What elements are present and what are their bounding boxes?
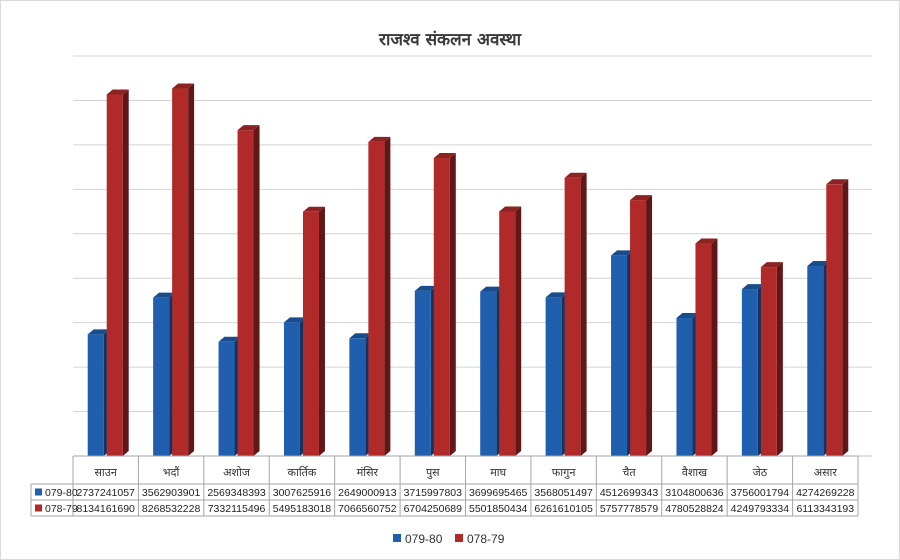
bar-series-1 — [349, 333, 372, 456]
table-value: 3699695465 — [469, 487, 528, 499]
table-value: 3104800636 — [665, 487, 724, 499]
table-value: 2649000913 — [338, 487, 397, 499]
table-value: 7332115496 — [208, 503, 266, 515]
category-label: जेठ — [753, 466, 768, 479]
table-value: 2569348393 — [207, 487, 266, 499]
legend-label: 078-79 — [467, 532, 505, 546]
bar-series-2 — [695, 238, 718, 456]
table-value: 3568051497 — [534, 487, 593, 499]
table-value: 7066560752 — [338, 503, 397, 515]
table-value: 3007625916 — [273, 487, 332, 499]
data-table: साउन भदौं अशोज कार्तिक मंसिर पुस माघ फागुन चैत वै… — [30, 455, 859, 517]
category-label: माघ — [490, 466, 506, 479]
bar-series-1 — [545, 292, 568, 456]
legend: 079-80 078-79 — [393, 532, 505, 546]
table-value: 4274269228 — [796, 487, 855, 499]
bar-series-1 — [741, 284, 764, 456]
bar-series-2 — [302, 206, 325, 456]
category-label: फागुन — [552, 466, 577, 479]
category-label: मंसिर — [357, 466, 379, 479]
bar-series-2 — [564, 172, 587, 456]
category-label: वैशाख — [682, 466, 708, 479]
table-value: 6704250689 — [404, 503, 463, 515]
category-label: भदौं — [163, 466, 180, 479]
table-legend-key — [35, 488, 42, 496]
bar-series-1 — [611, 250, 634, 456]
table-value: 3715997803 — [404, 487, 463, 499]
bar-series-2 — [630, 195, 653, 456]
bars — [87, 83, 849, 457]
legend-label: 079-80 — [405, 532, 443, 546]
category-label: कार्तिक — [288, 466, 317, 479]
bar-series-1 — [283, 317, 306, 456]
table-series-name: 078-79 — [45, 503, 78, 515]
category-label: साउन — [94, 466, 117, 479]
bar-series-2 — [237, 125, 260, 456]
bar-series-2 — [433, 153, 456, 456]
table-series-name: 079-80 — [45, 487, 78, 499]
legend-key — [455, 534, 463, 542]
bar-series-1 — [480, 286, 503, 456]
bar-series-1 — [218, 336, 241, 456]
table-value: 5501850434 — [469, 503, 528, 515]
legend-key — [393, 534, 401, 542]
table-value: 4249793334 — [731, 503, 790, 515]
bar-series-1 — [807, 261, 830, 456]
table-value: 3756001794 — [731, 487, 790, 499]
table-value: 5495183018 — [273, 503, 332, 515]
table-legend-key — [35, 504, 42, 512]
table-value: 5757778579 — [600, 503, 659, 515]
bar-series-2 — [368, 136, 391, 456]
table-value: 4512699343 — [600, 487, 659, 499]
category-label: अशोज — [223, 466, 251, 479]
category-label: चैत — [622, 466, 636, 479]
table-value: 3562903901 — [142, 487, 201, 499]
category-label: पुस — [426, 466, 440, 479]
bar-series-2 — [826, 179, 849, 457]
bar-series-2 — [106, 89, 129, 457]
table-value: 2737241057 — [77, 487, 136, 499]
table-value: 6113343193 — [796, 503, 854, 515]
bar-series-1 — [87, 329, 110, 456]
bar-series-2 — [760, 262, 783, 456]
table-value: 6261610105 — [534, 503, 593, 515]
category-label: असार — [814, 466, 838, 479]
bar-series-1 — [414, 285, 437, 456]
bar-series-2 — [499, 206, 522, 456]
bar-series-1 — [153, 292, 176, 456]
bar-series-2 — [172, 83, 195, 457]
bar-series-1 — [676, 313, 699, 456]
table-value: 8268532228 — [142, 503, 201, 515]
table-value: 4780528824 — [665, 503, 724, 515]
chart-title: राजश्व संकलन अवस्था — [378, 30, 522, 50]
table-value: 8134161690 — [77, 503, 136, 515]
